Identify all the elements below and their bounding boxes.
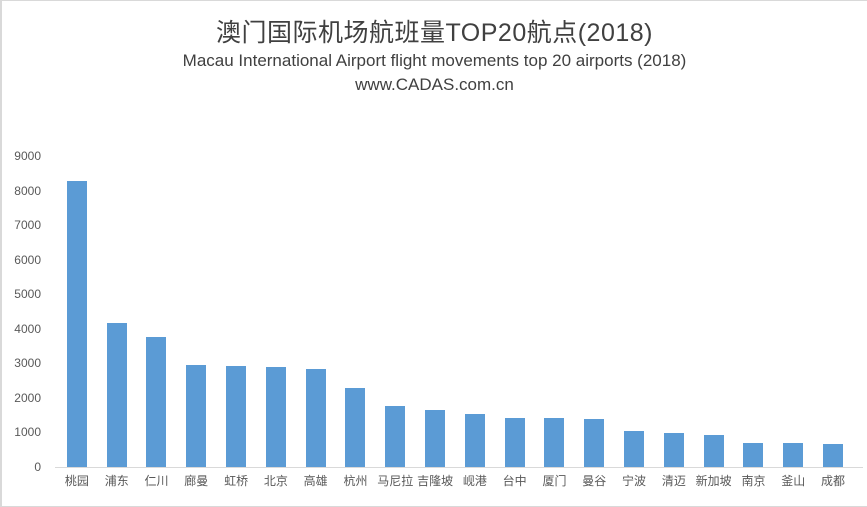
bar-column <box>137 156 177 467</box>
bar <box>464 414 485 467</box>
x-tick-label: 高雄 <box>303 474 328 488</box>
bar <box>106 323 127 467</box>
x-tick-label: 清迈 <box>661 474 686 488</box>
y-tick-label: 3000 <box>14 356 41 371</box>
bar <box>504 417 525 467</box>
chart-subtitle: Macau International Airport flight movem… <box>182 51 687 70</box>
bar-column <box>57 156 97 467</box>
x-tick-label: 厦门 <box>542 474 567 488</box>
y-axis: 0 1000 2000 3000 4000 5000 6000 7000 8000 9000 <box>2 1 47 506</box>
x-tick-label: 浦东 <box>104 474 129 488</box>
bar-column <box>495 156 535 467</box>
bar <box>584 418 605 467</box>
x-tick-label: 杭州 <box>343 474 368 488</box>
x-tick-label: 成都 <box>821 474 846 488</box>
y-tick-label: 2000 <box>14 390 41 405</box>
bar <box>186 364 207 467</box>
bar-column <box>296 156 336 467</box>
x-axis-labels: 桃园 浦东 仁川 廊曼 虹桥 北京 高雄 杭州 马尼拉 吉隆坡 岘港 台中 厦门 曼谷 宁波 清迈 新加坡 南京 釜… <box>57 473 853 489</box>
y-tick-label: 1000 <box>14 425 41 440</box>
x-axis-line <box>55 467 863 468</box>
x-tick-label: 仁川 <box>144 474 169 488</box>
bar-column <box>614 156 654 467</box>
bar-column <box>455 156 495 467</box>
bar <box>345 387 366 467</box>
y-tick-label: 4000 <box>14 321 41 336</box>
x-tick-label: 岘港 <box>462 474 487 488</box>
x-tick-label: 釜山 <box>781 474 806 488</box>
bar-column <box>375 156 415 467</box>
chart-header: 澳门国际机场航班量TOP20航点(2018) Macau Internation… <box>2 17 867 96</box>
bar-column <box>216 156 256 467</box>
bar-column <box>813 156 853 467</box>
x-tick-label: 马尼拉 <box>377 474 414 488</box>
bar-column <box>336 156 376 467</box>
x-tick-label: 廊曼 <box>184 474 209 488</box>
bar <box>265 367 286 467</box>
y-tick-label: 5000 <box>14 287 41 302</box>
bar <box>544 418 565 467</box>
bar-column <box>415 156 455 467</box>
bar-column <box>256 156 296 467</box>
x-tick-label: 曼谷 <box>582 474 607 488</box>
bar-column <box>97 156 137 467</box>
chart-source-url: www.CADAS.com.cn <box>355 75 514 94</box>
bar-column <box>574 156 614 467</box>
bar <box>146 336 167 467</box>
x-tick-label: 虹桥 <box>224 474 249 488</box>
bar <box>663 433 684 467</box>
bar-column <box>654 156 694 467</box>
bar <box>305 368 326 467</box>
x-tick-label: 宁波 <box>622 474 647 488</box>
y-tick-label: 6000 <box>14 252 41 267</box>
bar-column <box>176 156 216 467</box>
bar <box>743 442 764 467</box>
chart-title: 澳门国际机场航班量TOP20航点(2018) <box>215 19 653 47</box>
bar <box>385 405 406 467</box>
bar <box>425 409 446 467</box>
bar <box>624 431 645 467</box>
x-tick-label: 台中 <box>502 474 527 488</box>
bar-column <box>773 156 813 467</box>
y-tick-label: 0 <box>34 460 41 474</box>
bar-column <box>694 156 734 467</box>
bar <box>783 443 804 467</box>
bar-column <box>535 156 575 467</box>
plot-area <box>57 156 853 467</box>
x-tick-label: 吉隆坡 <box>417 474 454 488</box>
y-tick-label: 8000 <box>14 183 41 198</box>
bar <box>703 435 724 467</box>
x-tick-label: 北京 <box>263 474 288 488</box>
bar-column <box>734 156 774 467</box>
y-tick-label: 9000 <box>14 149 41 163</box>
bar <box>823 444 844 467</box>
bar <box>226 366 247 467</box>
y-tick-label: 7000 <box>14 218 41 233</box>
x-tick-label: 桃园 <box>64 474 89 488</box>
x-tick-label: 南京 <box>741 474 766 488</box>
x-tick-label: 新加坡 <box>695 474 732 488</box>
bar <box>66 180 87 467</box>
